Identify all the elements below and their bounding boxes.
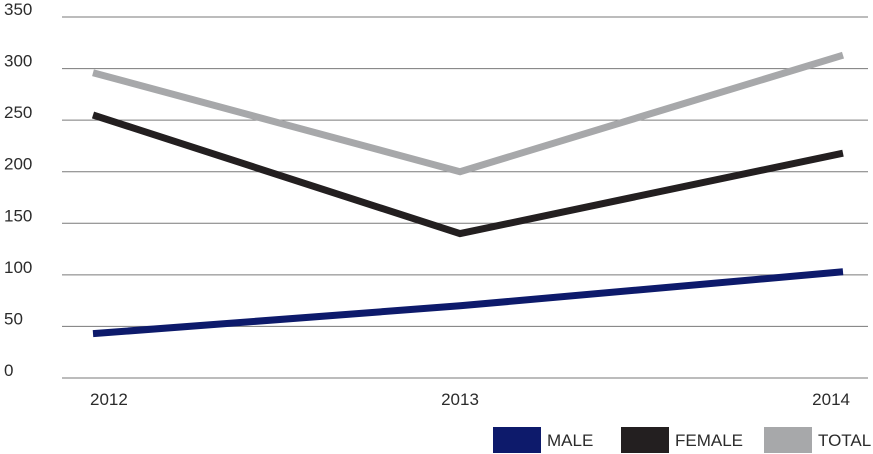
- legend-swatch-total: [764, 427, 812, 453]
- legend: MALE FEMALE TOTAL: [493, 427, 871, 453]
- y-tick-label-50: 50: [4, 309, 23, 328]
- y-axis: 0 50 100 150 200 250 300 350: [4, 0, 32, 380]
- y-tick-label-0: 0: [4, 361, 13, 380]
- series-line-female: [91, 111, 844, 238]
- series-lines: [91, 51, 845, 338]
- x-tick-label-2013: 2013: [441, 390, 479, 409]
- legend-label-total: TOTAL: [818, 431, 871, 450]
- y-tick-label-250: 250: [4, 103, 32, 122]
- y-tick-label-200: 200: [4, 155, 32, 174]
- legend-label-male: MALE: [547, 431, 593, 450]
- legend-label-female: FEMALE: [675, 431, 743, 450]
- y-tick-label-300: 300: [4, 52, 32, 71]
- legend-swatch-male: [493, 427, 541, 453]
- y-tick-label-350: 350: [4, 0, 32, 19]
- y-tick-label-100: 100: [4, 258, 32, 277]
- legend-swatch-female: [621, 427, 669, 453]
- x-tick-label-2012: 2012: [90, 390, 128, 409]
- y-tick-label-150: 150: [4, 206, 32, 225]
- x-tick-label-2014: 2014: [812, 390, 850, 409]
- x-axis: 2012 2013 2014: [90, 390, 850, 409]
- series-line-male: [92, 268, 844, 338]
